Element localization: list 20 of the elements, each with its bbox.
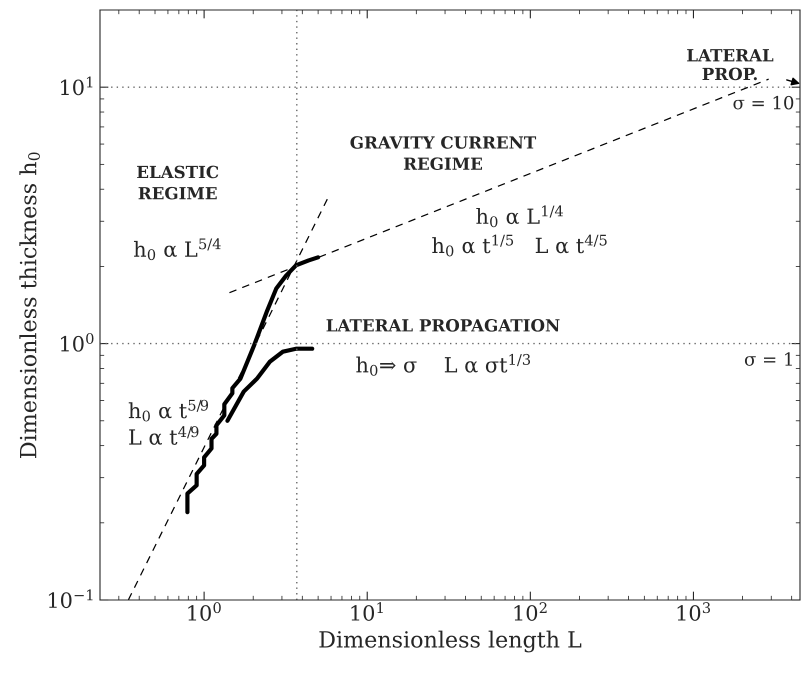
annotation: h$_{0}$ α L$^{5/4}$ bbox=[134, 238, 221, 260]
annotation: GRAVITY CURRENT REGIME bbox=[350, 136, 536, 170]
ref-line-label: σ = 1 bbox=[744, 352, 792, 366]
ref-line-label: σ = 10 bbox=[733, 96, 794, 110]
x-axis-title: Dimensionless length L bbox=[319, 630, 582, 652]
annotation: LATERAL PROPAGATION bbox=[326, 319, 560, 332]
y-tick-label: 10$^{1}$ bbox=[61, 76, 92, 96]
line-series bbox=[225, 346, 314, 423]
text: h$_{0}$ α L$^{1/4}$ h$_{0}$ α t$^{1/5}$ L α t$^{4/5}$ bbox=[432, 205, 607, 256]
x-tick-label: 10$^{3}$ bbox=[678, 602, 710, 621]
annotation: ELASTIC REGIME bbox=[137, 166, 218, 200]
y-tick-label: 10$^{−1}$ bbox=[48, 589, 93, 608]
x-tick-label: 10$^{1}$ bbox=[351, 602, 383, 621]
x-tick-label: 10$^{2}$ bbox=[514, 602, 547, 621]
text: h$_{0}$ α t$^{5/9}$ L α t$^{4/9}$ bbox=[128, 400, 208, 445]
y-tick-label: 10$^{0}$ bbox=[61, 332, 94, 352]
annotation: LATERAL PROP. bbox=[687, 49, 774, 80]
annotation: h$_{0}$⇒ σ L α σt$^{1/3}$ bbox=[356, 354, 530, 376]
y-axis-title: Dimensionless thickness h$_{0}$ bbox=[19, 152, 40, 458]
x-tick-label: 10$^{0}$ bbox=[188, 602, 221, 621]
